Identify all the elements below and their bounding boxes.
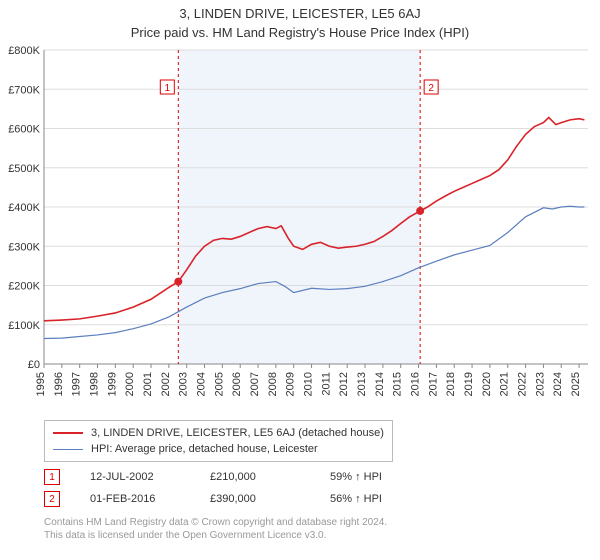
legend-item: 3, LINDEN DRIVE, LEICESTER, LE5 6AJ (det… xyxy=(53,425,384,441)
legend-swatch xyxy=(53,449,83,450)
sale-date: 12-JUL-2002 xyxy=(90,471,180,483)
sale-index-box: 2 xyxy=(44,491,60,507)
svg-text:2009: 2009 xyxy=(285,372,297,396)
svg-text:1: 1 xyxy=(165,83,171,94)
svg-text:1995: 1995 xyxy=(35,372,47,396)
svg-text:2003: 2003 xyxy=(178,372,190,396)
svg-text:2023: 2023 xyxy=(534,372,546,396)
svg-text:2015: 2015 xyxy=(392,372,404,396)
svg-text:2019: 2019 xyxy=(463,372,475,396)
svg-text:2016: 2016 xyxy=(410,372,422,396)
svg-text:1996: 1996 xyxy=(53,372,65,396)
svg-text:2014: 2014 xyxy=(374,372,386,396)
sale-row: 1 12-JUL-2002 £210,000 59% ↑ HPI xyxy=(44,466,420,488)
svg-text:£500K: £500K xyxy=(8,163,40,175)
svg-text:£0: £0 xyxy=(28,359,40,371)
svg-text:£300K: £300K xyxy=(8,241,40,253)
sale-price: £390,000 xyxy=(210,493,300,505)
legend-item: HPI: Average price, detached house, Leic… xyxy=(53,441,384,457)
footer-attribution: Contains HM Land Registry data © Crown c… xyxy=(44,516,387,542)
svg-text:2024: 2024 xyxy=(552,372,564,396)
footer-line-1: Contains HM Land Registry data © Crown c… xyxy=(44,516,387,529)
svg-text:2010: 2010 xyxy=(303,372,315,396)
svg-text:2008: 2008 xyxy=(267,372,279,396)
chart-title: 3, LINDEN DRIVE, LEICESTER, LE5 6AJ xyxy=(0,0,600,21)
chart-subtitle: Price paid vs. HM Land Registry's House … xyxy=(0,21,600,40)
svg-text:£700K: £700K xyxy=(8,84,40,96)
svg-text:2002: 2002 xyxy=(160,372,172,396)
sale-price: £210,000 xyxy=(210,471,300,483)
sale-hpi: 56% ↑ HPI xyxy=(330,493,420,505)
svg-text:1997: 1997 xyxy=(71,372,83,396)
svg-text:2005: 2005 xyxy=(213,372,225,396)
svg-text:£100K: £100K xyxy=(8,320,40,332)
footer-line-2: This data is licensed under the Open Gov… xyxy=(44,529,387,542)
svg-text:2012: 2012 xyxy=(338,372,350,396)
svg-text:2: 2 xyxy=(428,83,434,94)
svg-text:2011: 2011 xyxy=(320,372,332,396)
svg-text:2004: 2004 xyxy=(196,372,208,396)
sale-row: 2 01-FEB-2016 £390,000 56% ↑ HPI xyxy=(44,488,420,510)
svg-text:2020: 2020 xyxy=(481,372,493,396)
svg-text:2017: 2017 xyxy=(427,372,439,396)
svg-text:£800K: £800K xyxy=(8,45,40,57)
legend-label: HPI: Average price, detached house, Leic… xyxy=(91,441,318,457)
svg-text:1999: 1999 xyxy=(106,372,118,396)
svg-text:2007: 2007 xyxy=(249,372,261,396)
chart-area: £0 £100K £200K £300K £400K £500K £600K £700K £80… xyxy=(0,44,600,414)
svg-text:1998: 1998 xyxy=(89,372,101,396)
svg-text:2013: 2013 xyxy=(356,372,368,396)
svg-text:£200K: £200K xyxy=(8,281,40,293)
line-chart: £0 £100K £200K £300K £400K £500K £600K £700K £80… xyxy=(0,44,600,414)
svg-text:2025: 2025 xyxy=(570,372,582,396)
svg-text:£600K: £600K xyxy=(8,124,40,136)
svg-text:2001: 2001 xyxy=(142,372,154,396)
svg-text:2022: 2022 xyxy=(517,372,529,396)
svg-text:2006: 2006 xyxy=(231,372,243,396)
legend-swatch xyxy=(53,432,83,434)
sale-date: 01-FEB-2016 xyxy=(90,493,180,505)
sale-index-box: 1 xyxy=(44,469,60,485)
legend: 3, LINDEN DRIVE, LEICESTER, LE5 6AJ (det… xyxy=(44,420,393,462)
svg-text:2021: 2021 xyxy=(499,372,511,396)
sale-hpi: 59% ↑ HPI xyxy=(330,471,420,483)
svg-text:2000: 2000 xyxy=(124,372,136,396)
legend-label: 3, LINDEN DRIVE, LEICESTER, LE5 6AJ (det… xyxy=(91,425,384,441)
svg-text:£400K: £400K xyxy=(8,202,40,214)
svg-text:2018: 2018 xyxy=(445,372,457,396)
sales-table: 1 12-JUL-2002 £210,000 59% ↑ HPI 2 01-FEB-201… xyxy=(44,466,420,510)
